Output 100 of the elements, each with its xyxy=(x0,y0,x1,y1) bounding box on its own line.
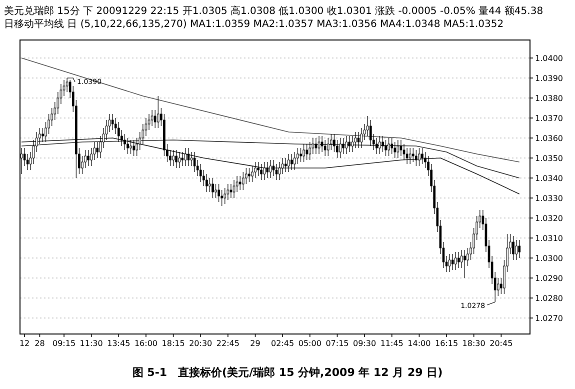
candlestick xyxy=(339,138,342,158)
candlestick xyxy=(224,188,226,204)
candlestick xyxy=(496,278,500,296)
y-tick-label: 1.0290 xyxy=(535,274,563,283)
x-tick-label: 11:30 xyxy=(80,339,103,348)
candlestick xyxy=(150,110,154,126)
candlestick xyxy=(132,140,135,156)
candlestick xyxy=(269,160,272,178)
candlestick xyxy=(464,250,466,278)
candlestick xyxy=(378,136,381,154)
candlestick xyxy=(512,236,514,260)
candlestick xyxy=(208,178,211,192)
candlestick xyxy=(366,116,369,136)
candlestick xyxy=(266,162,269,178)
candlestick xyxy=(408,148,412,164)
candlestick xyxy=(175,150,178,168)
candlestick xyxy=(263,162,266,180)
candlestick xyxy=(190,152,193,166)
x-tick-label: 05:00 xyxy=(298,339,322,348)
candlestick xyxy=(360,128,363,148)
candlestick xyxy=(314,138,318,154)
y-tick-label: 1.0360 xyxy=(535,134,563,143)
x-tick-label: 18:15 xyxy=(162,339,185,348)
candlestick xyxy=(415,150,418,166)
candlestick xyxy=(354,132,357,148)
candlestick xyxy=(126,138,129,154)
candlestick xyxy=(251,166,254,182)
candlestick xyxy=(212,178,214,198)
x-tick-label: 20:45 xyxy=(490,339,513,348)
candlestick xyxy=(178,152,181,168)
candlestick xyxy=(357,132,360,148)
candlestick xyxy=(242,172,244,190)
candlestick xyxy=(418,148,420,166)
candlestick xyxy=(275,164,278,180)
candlestick xyxy=(376,138,378,154)
candlestick xyxy=(406,148,408,164)
y-tick-label: 1.0390 xyxy=(535,74,563,83)
candlestick xyxy=(154,110,156,128)
candlestick xyxy=(300,148,302,162)
y-tick-label: 1.0310 xyxy=(535,234,563,243)
y-tick-label: 1.0270 xyxy=(535,314,563,323)
candlestick xyxy=(324,140,326,156)
x-tick-label: 12 xyxy=(19,339,30,348)
candlestick xyxy=(400,140,402,156)
candlestick xyxy=(345,136,348,154)
candlestick xyxy=(232,180,236,198)
x-tick-label: 22:45 xyxy=(216,339,240,348)
candlestick xyxy=(230,184,232,198)
candlestick xyxy=(351,136,354,152)
candlestick xyxy=(384,140,387,156)
candlestick xyxy=(96,142,99,158)
y-tick-label: 1.0320 xyxy=(535,214,563,223)
x-tick-label: 07:15 xyxy=(326,339,349,348)
y-tick-label: 1.0400 xyxy=(535,54,563,63)
y-tick-label: 1.0350 xyxy=(535,154,563,163)
y-tick-label: 1.0340 xyxy=(535,174,563,183)
x-tick-label: 16:00 xyxy=(134,339,158,348)
candlestick xyxy=(214,184,217,198)
y-tick-label: 1.0280 xyxy=(535,294,563,303)
candlestick xyxy=(284,158,287,172)
candlestick xyxy=(238,176,242,190)
candlestick xyxy=(412,148,414,162)
x-tick-label: 16:15 xyxy=(434,339,458,348)
candlestick xyxy=(257,162,260,176)
candlestick xyxy=(130,140,132,154)
x-tick-label: 09:15 xyxy=(52,339,76,348)
x-tick-label: 18:30 xyxy=(462,339,486,348)
candlestick xyxy=(388,138,390,156)
candlestick xyxy=(369,120,372,146)
candlestick xyxy=(515,240,518,260)
candlestick xyxy=(451,254,454,270)
x-tick-label: 29 xyxy=(250,339,260,348)
candlestick xyxy=(124,134,126,150)
x-tick-label: 11:45 xyxy=(380,339,404,348)
candlestick xyxy=(294,152,296,170)
y-tick-label: 1.0330 xyxy=(535,194,563,203)
candlestick xyxy=(290,154,293,170)
x-tick-label: 09:30 xyxy=(353,339,376,348)
candlestick xyxy=(288,154,290,172)
candlestick xyxy=(42,128,44,142)
candlestick xyxy=(302,144,305,162)
x-tick-label: 02:45 xyxy=(271,339,294,348)
candlestick xyxy=(260,164,262,180)
y-tick-label: 1.0370 xyxy=(535,114,563,123)
candlestick xyxy=(206,174,208,192)
x-tick-label: 14:00 xyxy=(408,339,431,348)
candlestick xyxy=(342,138,344,154)
candlestick xyxy=(199,164,202,182)
x-tick-label: 13:45 xyxy=(107,339,130,348)
y-tick-label: 1.0380 xyxy=(535,94,563,103)
candlestick xyxy=(87,150,90,166)
candlestick xyxy=(172,150,174,166)
x-tick-label: 28 xyxy=(34,339,45,348)
candlestick xyxy=(254,162,256,178)
candlestick xyxy=(402,144,406,160)
candlestick xyxy=(394,142,396,158)
x-tick-label: 20:30 xyxy=(189,339,212,348)
text: 日移动平均线 日 (5,10,22,66,135,270) MA1:1.0359 MA2:1.0357 MA3:1.0356 MA4:1.0348 MA5:1.0352 xyxy=(4,18,504,30)
candlestick xyxy=(278,162,281,180)
candlestick xyxy=(320,136,324,152)
